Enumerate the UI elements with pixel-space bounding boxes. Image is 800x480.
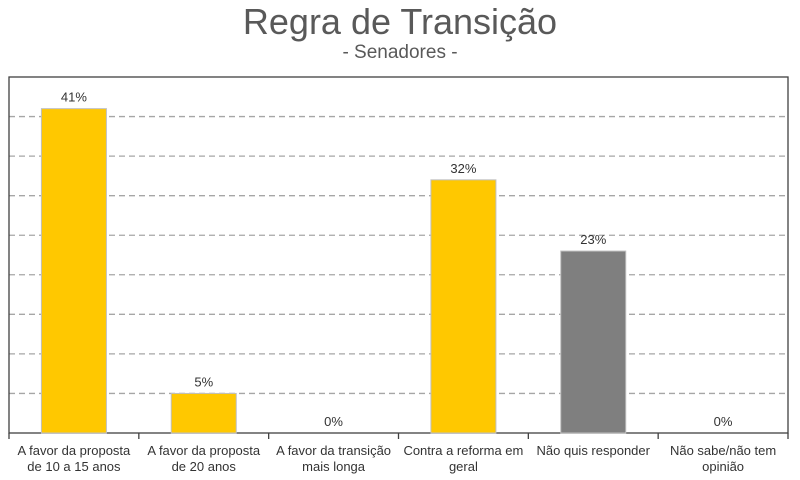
bar [560,250,627,434]
category-label: mais longa [302,459,366,474]
chart-subtitle: - Senadores - [342,42,458,63]
category-label: geral [449,459,478,474]
data-label: 41% [61,90,87,105]
data-label: 5% [194,374,213,389]
category-label: de 10 a 15 anos [27,459,121,474]
bar [170,392,237,434]
chart-title: Regra de Transição [242,1,558,42]
category-label: A favor da proposta [18,443,132,458]
category-label: A favor da transição [276,443,391,458]
plot-frame [8,76,789,434]
category-label: A favor da proposta [147,443,261,458]
category-label: Não quis responder [537,443,651,458]
category-label: Não sabe/não tem [670,443,776,458]
bar [40,108,107,434]
category-label: Contra a reforma em [403,443,523,458]
data-label: 0% [714,414,733,429]
category-label: opinião [702,459,744,474]
bar [430,179,497,434]
data-label: 0% [324,414,343,429]
category-label: de 20 anos [172,459,237,474]
data-label: 32% [450,161,476,176]
data-label: 23% [580,232,606,247]
